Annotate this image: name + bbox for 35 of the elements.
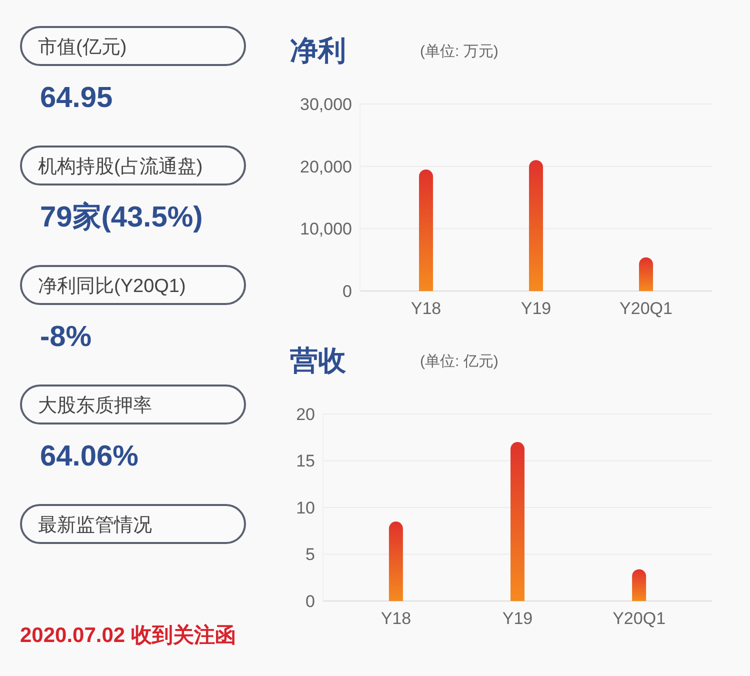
y-tick-label: 20	[296, 404, 315, 424]
text: 2020.07.02 收到关注函	[20, 623, 236, 647]
category-label: 市值(亿元)	[38, 36, 127, 58]
bar	[529, 160, 543, 291]
y-tick-label: 15	[296, 452, 315, 471]
bar	[419, 169, 433, 291]
x-tick-label: Y18	[410, 299, 442, 318]
y-tick-label: 20,000	[300, 157, 352, 176]
y-tick-label: 5	[306, 545, 315, 564]
text: -8%	[40, 321, 92, 353]
y-tick-label: 10	[296, 498, 315, 518]
chart-title: 净利	[290, 35, 346, 66]
text: 79家(43.5%)	[40, 202, 203, 234]
text: 64.06%	[40, 440, 138, 472]
category-label: 净利同比(Y20Q1)	[38, 276, 186, 297]
x-tick-label: Y18	[380, 609, 412, 628]
x-tick-label: Y20Q1	[620, 299, 672, 318]
x-tick-label: Y19	[502, 609, 533, 628]
y-tick-label: 10,000	[300, 220, 352, 239]
x-tick-label: Y20Q1	[612, 609, 666, 628]
category-label: 机构持股(占流通盘)	[38, 156, 203, 178]
x-tick-label: Y19	[520, 299, 552, 318]
chart-subtitle: (单位: 亿元)	[420, 353, 498, 370]
bar	[639, 257, 653, 291]
bar	[632, 569, 646, 601]
bar	[510, 442, 524, 601]
text: 64.95	[40, 82, 113, 114]
category-label: 大股东质押率	[38, 394, 152, 416]
y-tick-label: 0	[306, 592, 315, 611]
chart-title: 营收	[289, 345, 347, 376]
chart-subtitle: (单位: 万元)	[420, 43, 498, 60]
y-tick-label: 30,000	[300, 94, 352, 114]
category-label: 最新监管情况	[38, 514, 152, 536]
y-tick-label: 0	[342, 282, 352, 301]
bar	[388, 522, 403, 601]
